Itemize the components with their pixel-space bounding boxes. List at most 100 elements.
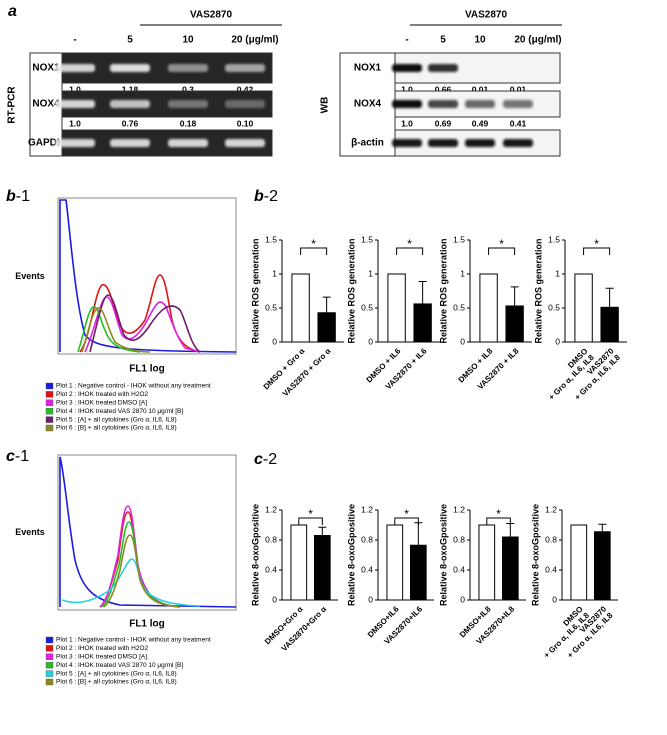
band	[225, 100, 265, 108]
method-label: WB	[320, 97, 331, 114]
band	[225, 139, 265, 147]
quantification: 0.76	[122, 118, 139, 128]
significance-bracket	[300, 247, 328, 255]
y-tick-label: 1.2	[265, 504, 277, 514]
y-tick-label: 0.5	[548, 302, 560, 312]
significance-bracket	[394, 517, 419, 525]
y-tick-label: 0.8	[265, 534, 277, 544]
plot-frame	[57, 454, 237, 611]
band	[503, 100, 533, 108]
flow-plot-b1	[57, 197, 237, 355]
curve	[79, 274, 201, 353]
y-axis-label: Relative 8-oxoGpositive	[250, 504, 260, 606]
legend-label: Plot 3 : IHOK treated DMSO [A]	[56, 654, 147, 661]
panel-letter: b	[6, 188, 16, 205]
y-tick-label: 0.5	[361, 302, 373, 312]
error-bar	[598, 523, 607, 532]
legend-label: Plot 6 : [B] + all cytokines (Gro α, IL6…	[56, 425, 177, 432]
y-tick-label: 0.4	[545, 564, 557, 574]
y-axis-label: Relative ROS generation	[533, 238, 543, 343]
panel-label: a	[8, 3, 17, 20]
legend-label: Plot 4 : IHOK treated VAS 2870 10 μg/ml …	[56, 408, 183, 415]
row-label: NOX1	[32, 63, 60, 74]
bar	[574, 273, 593, 343]
treatment-label: VAS2870	[190, 10, 233, 21]
bar	[291, 273, 310, 343]
legend-label: Plot 1 : Negative control - IHOK without…	[56, 637, 211, 644]
quantification: 0.42	[237, 84, 254, 94]
band	[428, 139, 458, 147]
curve	[59, 199, 237, 353]
significance-mark: *	[499, 237, 504, 251]
legend-label: Plot 3 : IHOK treated DMSO [A]	[56, 400, 147, 407]
error-bar	[414, 522, 423, 546]
gel-strip	[394, 52, 561, 84]
y-tick-label: 1.2	[545, 504, 557, 514]
treatment-label: VAS2870	[465, 10, 508, 21]
significance-mark: *	[404, 507, 409, 521]
curve	[89, 294, 201, 353]
bar	[479, 273, 498, 343]
y-tick-label: 1.5	[361, 234, 373, 244]
legend-swatch	[45, 399, 54, 406]
error-bar	[322, 296, 331, 313]
legend-swatch	[45, 636, 54, 644]
y-axis-label: Events	[15, 527, 45, 537]
quantification: 0.41	[510, 118, 527, 128]
legend-swatch	[45, 408, 54, 415]
quantification: 0.01	[472, 84, 489, 94]
bar	[478, 524, 496, 601]
legend-swatch	[45, 670, 54, 677]
legend-swatch	[45, 382, 54, 390]
legend-label: Plot 4 : IHOK treated VAS 2870 10 μg/ml …	[56, 662, 183, 669]
dose-label: 5	[127, 35, 133, 46]
legend-swatch	[45, 678, 54, 686]
band	[55, 139, 95, 147]
y-axis-label: Relative ROS generation	[438, 238, 448, 343]
significance-mark: *	[594, 237, 599, 251]
y-tick-label: 0.5	[265, 302, 277, 312]
curve	[61, 558, 201, 607]
dose-label: 20 (μg/ml)	[231, 35, 278, 46]
y-tick-label: 1	[555, 268, 560, 278]
significance-mark: *	[311, 237, 316, 251]
legend-label: Plot 5 : [A] + all cytokines (Gro α, IL6…	[56, 416, 177, 423]
row-label: β-actin	[351, 138, 384, 149]
band	[392, 139, 422, 147]
legend-label: Plot 2 : IHOK treated with H2O2	[56, 645, 149, 652]
row-label: NOX4	[354, 99, 382, 110]
flow-plot-c1	[57, 454, 237, 611]
legend-swatch	[45, 653, 54, 660]
y-tick-label: 1.5	[548, 234, 560, 244]
y-tick-label: 1.2	[453, 504, 465, 514]
dose-label: 5	[440, 35, 446, 46]
quantification: 0.69	[435, 118, 452, 128]
y-axis-label: Relative 8-oxoGpositive	[438, 504, 448, 606]
y-tick-label: 0	[368, 336, 373, 346]
y-tick-label: 1	[460, 268, 465, 278]
band	[55, 100, 95, 108]
dose-label: -	[405, 35, 408, 46]
y-tick-label: 0.8	[361, 534, 373, 544]
y-tick-label: 0.8	[453, 534, 465, 544]
significance-mark: *	[308, 507, 313, 521]
band	[55, 64, 95, 72]
legend-label: Plot 2 : IHOK treated with H2O2	[56, 391, 149, 398]
quantification: 0.49	[472, 118, 489, 128]
error-bar	[605, 287, 614, 308]
panel-label: b-1	[6, 188, 30, 205]
bar	[317, 312, 336, 343]
quantification: 1.18	[122, 84, 139, 94]
band	[503, 139, 533, 147]
band	[465, 139, 495, 147]
y-tick-label: 1.2	[361, 504, 373, 514]
y-axis-label: Relative ROS generation	[250, 238, 260, 343]
significance-bracket	[486, 517, 511, 525]
y-tick-label: 0	[272, 336, 277, 346]
y-tick-label: 0.4	[361, 564, 373, 574]
panel-letter: c	[6, 448, 15, 465]
quantification: 0.10	[237, 118, 254, 128]
y-tick-label: 0.4	[453, 564, 465, 574]
band	[110, 139, 150, 147]
